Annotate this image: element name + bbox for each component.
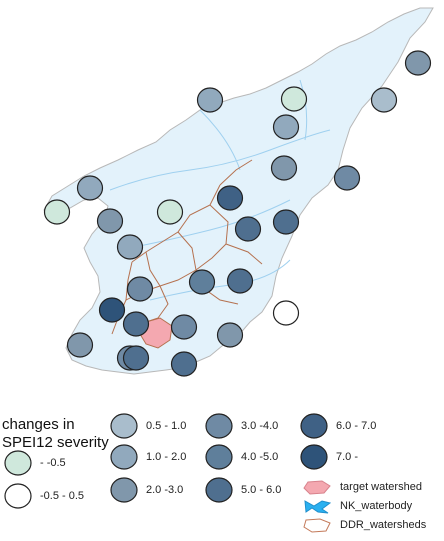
station-marker <box>234 216 262 242</box>
legend-label: 6.0 - 7.0 <box>336 420 377 432</box>
legend-label: 4.0 -5.0 <box>241 451 279 463</box>
station-marker <box>272 300 300 326</box>
station-marker <box>216 322 244 348</box>
legend-title-line2: SPEI12 severity <box>2 434 109 451</box>
legend-label: 1.0 - 2.0 <box>146 451 187 463</box>
station-marker <box>98 297 126 323</box>
station-marker <box>96 208 124 234</box>
legend-swatch <box>110 413 138 439</box>
station-marker <box>156 199 184 225</box>
legend-label: 3.0 -4.0 <box>241 420 279 432</box>
legend-label: 0.5 - 1.0 <box>146 420 187 432</box>
station-marker <box>226 268 254 294</box>
station-marker <box>370 87 398 113</box>
map-canvas <box>43 7 434 377</box>
outline-polygon-icon <box>303 518 331 533</box>
station-marker <box>170 314 198 340</box>
legend-label: 5.0 - 6.0 <box>241 484 282 496</box>
legend-swatch <box>205 477 233 503</box>
blue-waterbody-icon <box>304 500 332 514</box>
station-marker <box>188 269 216 295</box>
legend-swatch <box>300 444 328 470</box>
station-marker <box>126 276 154 302</box>
legend-layer-label: NK_waterbody <box>340 500 413 512</box>
pink-polygon-icon <box>303 480 331 495</box>
legend-label: 7.0 - <box>336 451 359 463</box>
legend-title: changes in SPEI12 severity <box>2 416 112 452</box>
station-marker <box>404 50 432 76</box>
legend-label: -0.5 - 0.5 <box>40 490 85 502</box>
station-marker <box>43 199 71 225</box>
station-marker <box>272 209 300 235</box>
legend-layer-label: target watershed <box>340 481 422 493</box>
station-marker <box>122 345 150 371</box>
station-marker <box>196 87 224 113</box>
legend-swatch <box>110 477 138 503</box>
station-marker <box>216 185 244 211</box>
legend-swatch <box>110 444 138 470</box>
legend-swatches <box>4 413 332 533</box>
station-marker <box>272 114 300 140</box>
legend-layer-label: DDR_watersheds <box>340 519 427 531</box>
station-marker <box>280 86 308 112</box>
legend-swatch <box>205 413 233 439</box>
station-marker <box>116 234 144 260</box>
station-markers <box>43 50 432 377</box>
legend-title-line1: changes in <box>2 416 75 433</box>
legend-label: - -0.5 <box>40 457 66 469</box>
legend-swatch <box>205 444 233 470</box>
legend-swatch <box>300 413 328 439</box>
station-marker <box>76 175 104 201</box>
legend-swatch <box>4 450 32 476</box>
station-marker <box>333 165 361 191</box>
legend-label: 2.0 -3.0 <box>146 484 184 496</box>
station-marker <box>66 332 94 358</box>
station-marker <box>170 351 198 377</box>
station-marker <box>270 155 298 181</box>
station-marker <box>122 311 150 337</box>
legend-swatch <box>4 483 32 509</box>
